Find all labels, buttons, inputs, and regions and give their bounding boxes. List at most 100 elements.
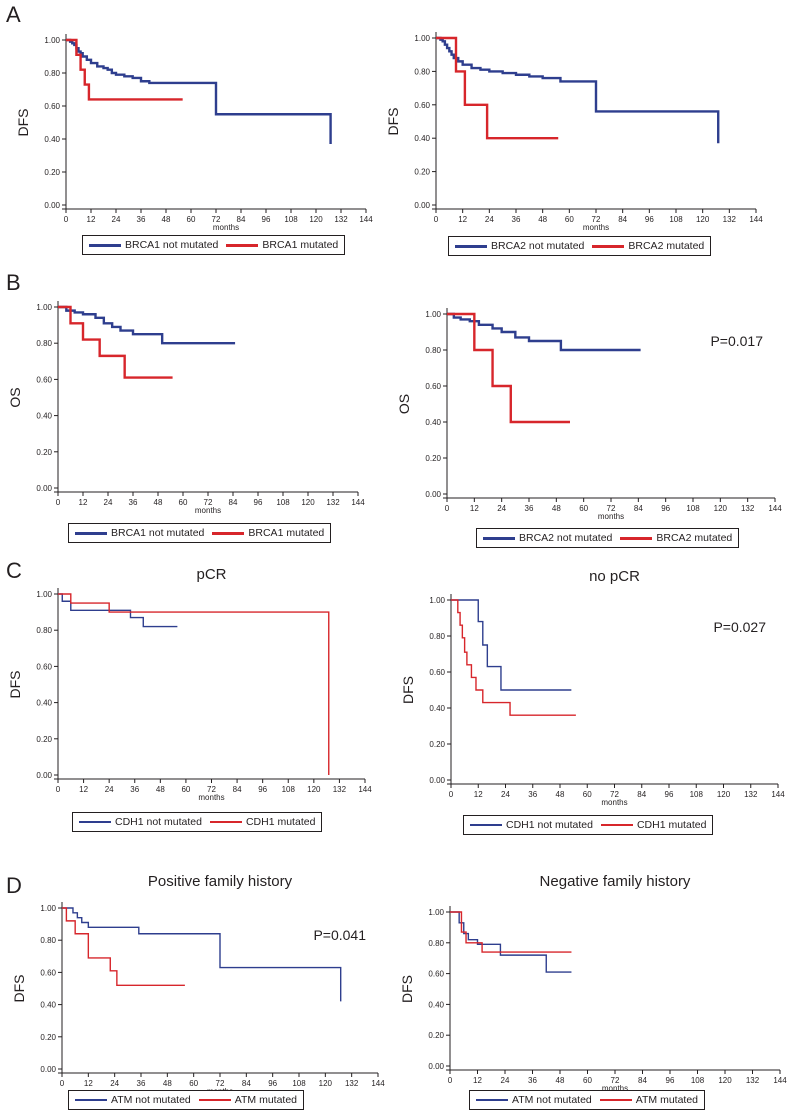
legend-entry: CDH1 mutated — [600, 819, 706, 831]
y-tick-label: 0.20 — [36, 735, 52, 744]
legend-swatch — [476, 1099, 508, 1101]
x-tick-label: 0 — [56, 785, 61, 794]
legend-label: BRCA2 not mutated — [491, 240, 585, 252]
chart-5: 0.00 0.20 0.40 0.60 0.80 1.00 0 12 24 36 48 60 72 84 9… — [7, 566, 372, 802]
legend-swatch — [89, 243, 121, 247]
y-tick-label: 1.00 — [36, 303, 52, 312]
y-tick-label: 0.80 — [36, 626, 52, 635]
legend-swatch — [198, 1099, 231, 1101]
x-tick-label: 120 — [309, 215, 323, 224]
p-value-annotation: P=0.041 — [313, 927, 366, 943]
x-tick-label: 36 — [137, 1079, 146, 1088]
x-tick-label: 60 — [187, 215, 196, 224]
x-tick-label: 132 — [326, 498, 340, 507]
y-tick-label: 0.60 — [40, 968, 56, 977]
x-tick-label: 24 — [501, 790, 510, 799]
chart-legend: CDH1 not mutated CDH1 mutated — [463, 815, 714, 835]
legend-label: ATM not mutated — [512, 1094, 592, 1106]
x-tick-label: 36 — [528, 790, 537, 799]
x-tick-label: 60 — [181, 785, 190, 794]
x-tick-label: 108 — [690, 790, 704, 799]
chart-1: 0.00 0.20 0.40 0.60 0.80 1.00 0 12 24 36 48 60 72 84 9… — [15, 34, 373, 232]
x-tick-label: 96 — [665, 790, 674, 799]
legend-label: BRCA1 not mutated — [125, 239, 219, 251]
chart-title: Positive family history — [148, 873, 293, 890]
x-tick-label: 72 — [216, 1079, 225, 1088]
x-tick-label: 24 — [104, 498, 113, 507]
x-tick-label: 84 — [242, 1079, 251, 1088]
y-tick-label: 0.40 — [40, 1001, 56, 1010]
legend-label: CDH1 not mutated — [115, 816, 202, 828]
x-tick-label: 96 — [661, 504, 670, 513]
legend-swatch — [599, 1099, 632, 1101]
x-tick-label: 84 — [634, 504, 643, 513]
x-tick-label: 84 — [618, 215, 627, 224]
x-tick-label: 36 — [137, 215, 146, 224]
legend-entry: BRCA2 not mutated — [455, 240, 584, 252]
legend-entry: ATM not mutated — [476, 1094, 592, 1106]
y-tick-label: 0.60 — [36, 662, 52, 671]
x-tick-label: 36 — [512, 215, 521, 224]
y-tick-label: 0.00 — [425, 490, 441, 499]
series-line-not-mutated — [62, 907, 342, 1002]
x-tick-label: 132 — [334, 215, 348, 224]
legend-entry: CDH1 not mutated — [470, 819, 593, 831]
y-tick-label: 0.40 — [414, 134, 430, 143]
y-axis-label: OS — [396, 394, 412, 414]
legend-label: ATM not mutated — [111, 1094, 191, 1106]
legend-label: BRCA2 mutated — [628, 240, 705, 252]
chart-legend: BRCA2 not mutated BRCA2 mutated — [476, 528, 740, 548]
x-tick-label: 120 — [717, 790, 731, 799]
y-tick-label: 0.00 — [36, 771, 52, 780]
x-tick-label: 72 — [204, 498, 213, 507]
x-tick-label: 84 — [237, 215, 246, 224]
legend-entry: BRCA1 mutated — [212, 527, 324, 539]
legend-swatch — [212, 531, 245, 535]
x-tick-label: 132 — [345, 1079, 359, 1088]
x-tick-label: 12 — [473, 1076, 482, 1085]
legend-label: BRCA2 not mutated — [519, 532, 613, 544]
series-line-mutated — [450, 911, 572, 953]
y-tick-label: 0.80 — [428, 939, 444, 948]
series-line-mutated — [58, 305, 173, 379]
chart-title: pCR — [196, 566, 226, 583]
series-line-not-mutated — [451, 599, 572, 691]
x-tick-label: 84 — [638, 1076, 647, 1085]
series-line-not-mutated — [447, 312, 641, 352]
y-tick-label: 0.20 — [428, 1031, 444, 1040]
y-tick-label: 0.80 — [414, 67, 430, 76]
series-line-mutated — [62, 907, 185, 986]
legend-swatch — [79, 821, 111, 823]
y-tick-label: 0.20 — [414, 168, 430, 177]
y-axis-label: DFS — [400, 676, 416, 704]
series-line-mutated — [436, 36, 559, 140]
x-tick-label: 108 — [686, 504, 700, 513]
chart-legend: ATM not mutated ATM mutated — [68, 1090, 305, 1110]
x-tick-label: 12 — [87, 215, 96, 224]
chart-7: 0.00 0.20 0.40 0.60 0.80 1.00 0 12 24 36 48 60 72 84 9… — [11, 873, 385, 1096]
x-axis-label: months — [198, 793, 224, 802]
x-tick-label: 12 — [79, 498, 88, 507]
panel-letter-a: A — [6, 2, 21, 27]
legend-swatch — [620, 536, 653, 540]
legend-entry: CDH1 not mutated — [79, 816, 202, 828]
x-tick-label: 108 — [669, 215, 683, 224]
x-tick-label: 24 — [112, 215, 121, 224]
y-tick-label: 0.40 — [36, 699, 52, 708]
x-tick-label: 120 — [301, 498, 315, 507]
y-axis-label: DFS — [385, 108, 401, 136]
x-tick-label: 48 — [538, 215, 547, 224]
x-tick-label: 60 — [565, 215, 574, 224]
x-tick-label: 48 — [556, 790, 565, 799]
panel-letter-d: D — [6, 873, 22, 898]
legend-entry: BRCA2 not mutated — [483, 532, 612, 544]
x-tick-label: 24 — [485, 215, 494, 224]
x-tick-label: 144 — [773, 1076, 787, 1085]
y-tick-label: 0.00 — [44, 201, 60, 210]
y-tick-label: 0.80 — [44, 69, 60, 78]
legend-swatch — [209, 821, 242, 823]
y-tick-label: 1.00 — [429, 596, 445, 605]
chart-6: 0.00 0.20 0.40 0.60 0.80 1.00 0 12 24 36 48 60 72 84 9… — [400, 568, 785, 807]
x-tick-label: 72 — [212, 215, 221, 224]
y-tick-label: 0.00 — [414, 201, 430, 210]
